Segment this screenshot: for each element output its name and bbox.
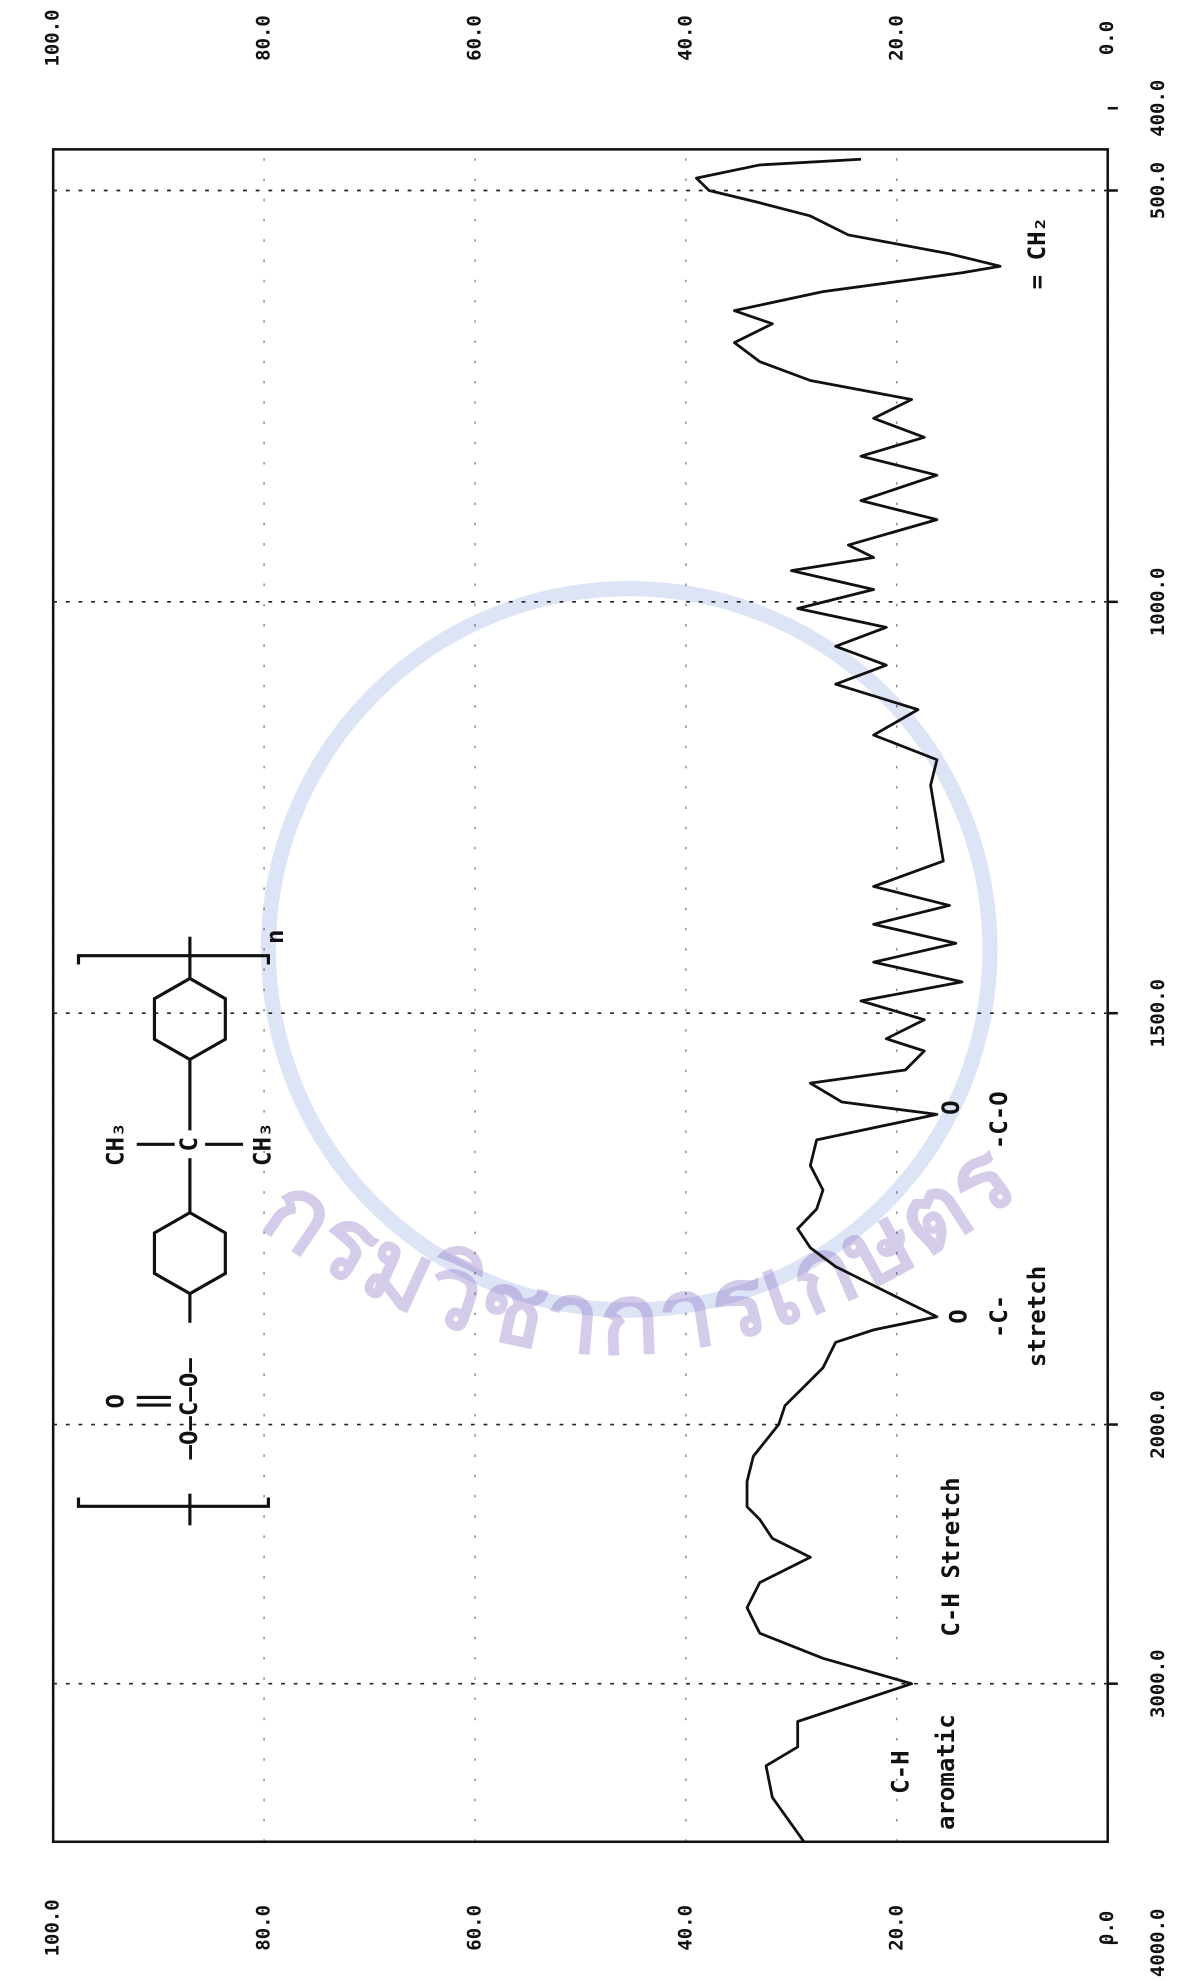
structure bbox=[76, 936, 270, 1526]
watermark-ring bbox=[260, 581, 998, 1318]
ring bbox=[152, 1210, 227, 1296]
annotation: C-H bbox=[886, 1750, 914, 1793]
structure-center: C bbox=[175, 1137, 203, 1151]
y-tick-label: 20.0 bbox=[885, 1905, 907, 1951]
x-tick-label: 4000.0 bbox=[1147, 1909, 1169, 1978]
y-tick-label: 80.0 bbox=[253, 1905, 275, 1951]
y-tick-label: 40.0 bbox=[674, 15, 696, 61]
y-tick-label: 60.0 bbox=[463, 15, 485, 61]
plot-frame bbox=[51, 148, 1109, 1844]
annotation: -C-O bbox=[985, 1091, 1013, 1149]
rotated-plot: –O–C–O– O C CH₃ CH₃ n 400.0 500.0 1000.0 15… bbox=[42, 9, 1169, 1977]
y-tick-label: 0.0 bbox=[1096, 21, 1118, 55]
annotation: O bbox=[937, 1100, 965, 1114]
x-tick-label: 3000.0 bbox=[1147, 1649, 1169, 1718]
structure-chain: –O–C–O– bbox=[175, 1358, 203, 1460]
annotation: O bbox=[945, 1309, 973, 1323]
x-tick-label: 500.0 bbox=[1147, 162, 1169, 219]
structure-carbonyl: O bbox=[101, 1394, 129, 1408]
watermark-text: กรมวิชาการเกษตร bbox=[243, 1119, 1036, 1378]
y-tick-label: 100.0 bbox=[42, 1899, 64, 1956]
bracket-right bbox=[76, 954, 270, 965]
annotation: stretch bbox=[1023, 1266, 1051, 1367]
annotation: C-H Stretch bbox=[937, 1477, 965, 1636]
x-tick-label: 1500.0 bbox=[1147, 979, 1169, 1048]
annotation: = CH₂ bbox=[1023, 217, 1051, 289]
spectrum-line bbox=[695, 157, 1002, 1843]
x-tick-label: 400.0 bbox=[1147, 80, 1169, 137]
structure-methyl: CH₃ bbox=[101, 1123, 129, 1166]
x-tick-label: 2000.0 bbox=[1147, 1390, 1169, 1459]
y-tick-label: 80.0 bbox=[253, 15, 275, 61]
watermark: กรมวิชาการเกษตร bbox=[243, 1119, 1036, 1378]
annotation: aromatic bbox=[932, 1714, 960, 1830]
bracket-left bbox=[76, 1497, 270, 1508]
structure-methyl: CH₃ bbox=[248, 1123, 276, 1166]
y-tick-label: 60.0 bbox=[463, 1905, 485, 1951]
y-tick-label: 0.0 bbox=[1096, 1911, 1118, 1945]
structure-repeat: n bbox=[261, 929, 289, 943]
ring bbox=[152, 976, 227, 1062]
annotation: -C- bbox=[985, 1295, 1013, 1338]
y-tick-label: 20.0 bbox=[885, 15, 907, 61]
x-tick-label: 1000.0 bbox=[1147, 568, 1169, 637]
y-tick-label: 100.0 bbox=[42, 9, 64, 66]
y-tick-label: 40.0 bbox=[674, 1905, 696, 1951]
